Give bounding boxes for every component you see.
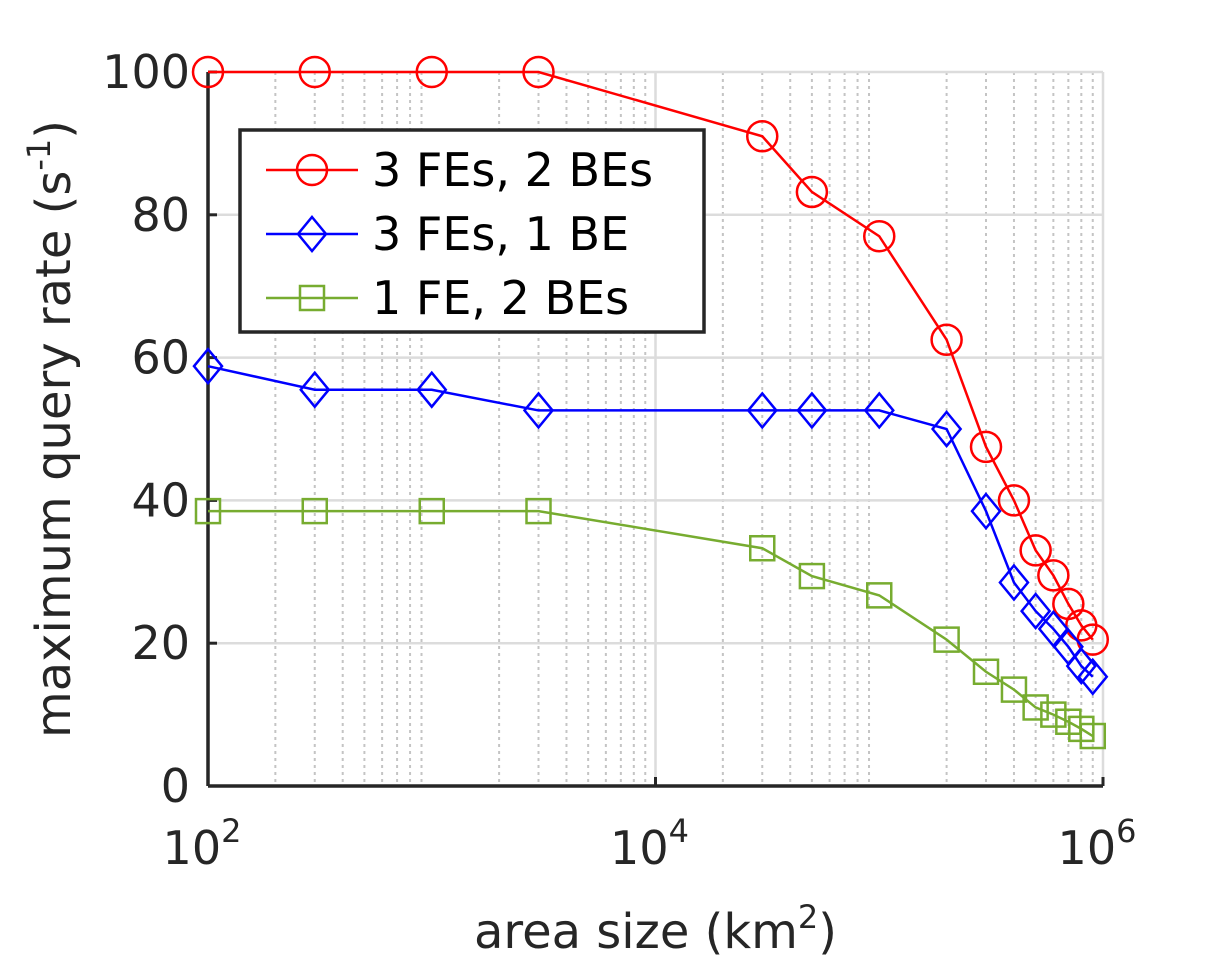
data-point-circle xyxy=(522,55,555,89)
y-tick-label: 0 xyxy=(161,759,190,813)
data-point-diamond xyxy=(299,370,331,409)
data-point-circle xyxy=(298,55,332,89)
legend-label: 3 FEs, 2 BEs xyxy=(372,143,653,197)
legend-item: 3 FEs, 1 BE xyxy=(266,207,629,261)
data-point-square xyxy=(972,658,1000,686)
data-point-diamond xyxy=(796,391,828,430)
data-point-diamond xyxy=(1037,609,1069,648)
x-tick-label: 104 xyxy=(610,812,689,875)
series-line xyxy=(207,364,1094,678)
data-point-circle xyxy=(997,484,1031,517)
y-axis-title: maximum query rate (s-1) xyxy=(20,120,82,738)
data-point-square xyxy=(933,626,960,653)
data-point-circle xyxy=(795,175,829,209)
y-tick-label: 100 xyxy=(102,45,190,99)
data-point-square xyxy=(301,497,329,525)
legend-marker-circle xyxy=(295,153,329,187)
y-tick-label: 60 xyxy=(131,331,190,385)
data-point-diamond xyxy=(416,370,448,409)
data-point-circle xyxy=(191,55,225,89)
data-point-diamond xyxy=(522,391,555,430)
data-point-circle xyxy=(1037,559,1070,592)
data-point-diamond xyxy=(1077,657,1109,696)
series-circle xyxy=(191,55,1110,656)
legend-item: 3 FEs, 2 BEs xyxy=(266,143,653,197)
axis-labels: 0 20 40 60 80 100 102 104 106 area size (km2) maxi… xyxy=(20,45,1136,960)
data-point-square xyxy=(1079,722,1107,750)
data-point-diamond xyxy=(746,391,778,430)
data-series xyxy=(191,55,1110,750)
data-point-circle xyxy=(1019,534,1052,567)
data-point-diamond xyxy=(998,563,1030,602)
data-point-square xyxy=(525,497,552,525)
legend-item: 1 FE, 2 BEs xyxy=(266,271,629,325)
data-point-circle xyxy=(863,219,896,253)
x-tick-label: 106 xyxy=(1058,812,1137,875)
axes xyxy=(206,70,1105,788)
y-tick-label: 20 xyxy=(131,616,190,670)
x-axis-title: area size (km2) xyxy=(474,898,837,960)
data-point-circle xyxy=(969,430,1003,464)
data-point-circle xyxy=(930,323,963,356)
data-point-square xyxy=(798,562,826,590)
data-point-square xyxy=(866,582,893,609)
data-point-square xyxy=(1022,694,1049,721)
legend-label: 3 FEs, 1 BE xyxy=(372,207,629,261)
y-tick-label: 80 xyxy=(131,188,190,242)
series-line xyxy=(208,509,1094,738)
data-point-diamond xyxy=(863,391,895,430)
series-square xyxy=(194,497,1107,750)
legend-label: 1 FE, 2 BEs xyxy=(372,271,629,325)
data-point-diamond xyxy=(930,410,963,448)
data-point-circle xyxy=(415,55,448,89)
x-tick-label: 102 xyxy=(163,812,242,875)
data-point-circle xyxy=(746,120,779,153)
data-point-diamond xyxy=(1020,592,1052,631)
series-line xyxy=(208,70,1094,641)
data-point-square xyxy=(194,497,222,525)
legend-marker-square xyxy=(298,284,326,312)
data-point-diamond xyxy=(970,492,1002,531)
legend-marker-diamond xyxy=(296,215,328,253)
data-point-square xyxy=(749,534,776,562)
y-tick-label: 40 xyxy=(131,473,190,527)
data-point-square xyxy=(1000,676,1028,703)
data-point-square xyxy=(1040,701,1067,728)
data-point-diamond xyxy=(192,347,224,386)
data-point-square xyxy=(418,497,445,525)
legend: 3 FEs, 2 BEs 3 FEs, 1 BE 1 FE, 2 BEs xyxy=(238,128,706,334)
series-diamond xyxy=(192,347,1109,696)
